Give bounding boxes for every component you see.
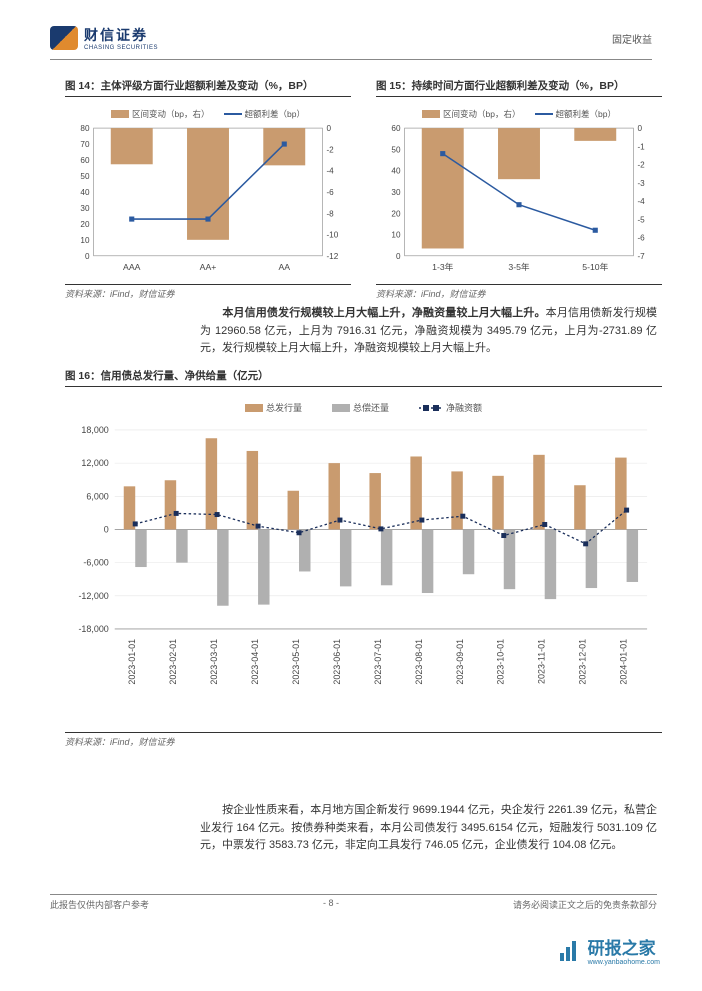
chart-15-title: 图 15：持续时间方面行业超额利差及变动（%，BP） <box>376 78 662 97</box>
svg-text:AAA: AAA <box>123 262 141 272</box>
svg-text:-5: -5 <box>637 215 645 224</box>
bar-icon <box>111 110 129 118</box>
svg-text:-1: -1 <box>637 142 645 151</box>
svg-text:2024-01-01: 2024-01-01 <box>619 639 629 685</box>
svg-text:18,000: 18,000 <box>81 425 108 435</box>
svg-text:2023-03-01: 2023-03-01 <box>209 639 219 685</box>
svg-text:1-3年: 1-3年 <box>432 261 454 272</box>
footer-page-number: - 8 - <box>323 898 339 911</box>
svg-text:50: 50 <box>391 145 401 154</box>
paragraph-1: 本月信用债发行规模较上月大幅上升，净融资量较上月大幅上升。本月信用债新发行规模为… <box>200 305 657 358</box>
svg-text:-10: -10 <box>326 231 338 240</box>
page-header: 财信证券 CHASING SECURITIES 固定收益 <box>50 25 652 60</box>
svg-text:-3: -3 <box>637 179 645 188</box>
chart-16-caption: 资料来源：iFind，财信证券 <box>65 732 662 748</box>
chart-14-svg: 0 10 20 30 40 50 60 70 80 -12 -10 -8 -6 -4 -2 0 AAA AA+ AA <box>65 123 351 276</box>
svg-text:-2: -2 <box>637 161 645 170</box>
dotted-line-icon <box>419 403 443 413</box>
paragraph-2: 按企业性质来看，本月地方国企新发行 9699.1944 亿元，央企发行 2261… <box>200 802 657 855</box>
footer-right: 请务必阅读正文之后的免责条款部分 <box>513 898 657 911</box>
svg-text:2023-11-01: 2023-11-01 <box>537 639 547 684</box>
svg-text:2023-12-01: 2023-12-01 <box>578 639 588 685</box>
chart-14: 图 14：主体评级方面行业超额利差及变动（%，BP） 区间变动（bp，右） 超额… <box>65 78 351 300</box>
svg-text:-8: -8 <box>326 209 334 218</box>
chart-16-title: 图 16：信用债总发行量、净供给量（亿元） <box>65 368 662 387</box>
svg-text:20: 20 <box>80 220 90 229</box>
svg-text:-4: -4 <box>637 197 645 206</box>
svg-text:-18,000: -18,000 <box>78 624 108 634</box>
chart-15: 图 15：持续时间方面行业超额利差及变动（%，BP） 区间变动（bp，右） 超额… <box>376 78 662 300</box>
svg-text:40: 40 <box>80 188 90 197</box>
svg-text:3-5年: 3-5年 <box>508 261 530 272</box>
svg-text:60: 60 <box>391 124 401 133</box>
svg-text:0: 0 <box>85 252 90 261</box>
chart-15-svg: 0 10 20 30 40 50 60 -7 -6 -5 -4 -3 -2 -1 0 1-3年 3-5年 5-10… <box>376 123 662 276</box>
header-category: 固定收益 <box>612 31 652 46</box>
svg-text:0: 0 <box>104 524 109 534</box>
svg-text:2023-05-01: 2023-05-01 <box>291 639 301 685</box>
logo-text-en: CHASING SECURITIES <box>84 45 158 51</box>
svg-text:2023-01-01: 2023-01-01 <box>127 639 137 685</box>
watermark-url: www.yanbaohome.com <box>588 959 660 966</box>
logo-block: 财信证券 CHASING SECURITIES <box>50 25 158 51</box>
chart-15-legend: 区间变动（bp，右） 超额利差（bp） <box>376 105 662 123</box>
svg-text:2023-02-01: 2023-02-01 <box>168 639 178 685</box>
svg-text:-6: -6 <box>326 188 334 197</box>
svg-text:10: 10 <box>80 236 90 245</box>
svg-text:50: 50 <box>80 172 90 181</box>
chart-15-caption: 资料来源：iFind，财信证券 <box>376 284 662 300</box>
svg-text:2023-10-01: 2023-10-01 <box>496 639 506 685</box>
svg-text:70: 70 <box>80 140 90 149</box>
watermark-label: 研报之家 <box>588 939 656 958</box>
watermark: 研报之家 www.yanbaohome.com <box>560 934 660 966</box>
svg-text:2023-08-01: 2023-08-01 <box>414 639 424 685</box>
bar-icon <box>245 404 263 412</box>
svg-text:-12: -12 <box>326 252 338 261</box>
svg-text:5-10年: 5-10年 <box>582 261 608 272</box>
footer-left: 此报告仅供内部客户参考 <box>50 898 149 911</box>
svg-text:-2: -2 <box>326 145 334 154</box>
svg-text:0: 0 <box>396 252 401 261</box>
svg-text:40: 40 <box>391 167 401 176</box>
svg-text:2023-07-01: 2023-07-01 <box>373 639 383 685</box>
svg-text:6,000: 6,000 <box>86 491 108 501</box>
chart-16: 图 16：信用债总发行量、净供给量（亿元） 总发行量 总偿还量 净融资额 -18… <box>65 368 662 748</box>
logo-text-cn: 财信证券 <box>84 25 158 45</box>
line-icon <box>535 113 553 115</box>
svg-text:2023-09-01: 2023-09-01 <box>455 639 465 685</box>
svg-text:AA: AA <box>278 262 290 272</box>
svg-text:60: 60 <box>80 156 90 165</box>
chart-14-legend: 区间变动（bp，右） 超额利差（bp） <box>65 105 351 123</box>
bar-chart-icon <box>560 939 582 961</box>
chart-16-svg: -18,000 -12,000 -6,000 0 6,000 12,000 18,000 20… <box>65 420 662 719</box>
svg-text:0: 0 <box>326 124 331 133</box>
svg-text:2023-06-01: 2023-06-01 <box>332 639 342 685</box>
svg-text:-6,000: -6,000 <box>83 558 108 568</box>
chart-16-legend: 总发行量 总偿还量 净融资额 <box>65 395 662 420</box>
svg-text:-7: -7 <box>637 252 645 261</box>
svg-text:80: 80 <box>80 124 90 133</box>
bar-icon <box>422 110 440 118</box>
svg-text:20: 20 <box>391 209 401 218</box>
svg-text:12,000: 12,000 <box>81 458 108 468</box>
svg-text:-12,000: -12,000 <box>78 591 108 601</box>
logo-icon <box>50 26 78 50</box>
svg-text:AA+: AA+ <box>200 262 217 272</box>
chart-14-caption: 资料来源：iFind，财信证券 <box>65 284 351 300</box>
svg-text:2023-04-01: 2023-04-01 <box>250 639 260 685</box>
line-icon <box>224 113 242 115</box>
bar-icon <box>332 404 350 412</box>
svg-text:-4: -4 <box>326 167 334 176</box>
svg-text:0: 0 <box>637 124 642 133</box>
svg-text:30: 30 <box>391 188 401 197</box>
chart-14-title: 图 14：主体评级方面行业超额利差及变动（%，BP） <box>65 78 351 97</box>
page-footer: 此报告仅供内部客户参考 - 8 - 请务必阅读正文之后的免责条款部分 <box>50 894 657 911</box>
svg-text:10: 10 <box>391 231 401 240</box>
svg-text:-6: -6 <box>637 234 645 243</box>
svg-text:30: 30 <box>80 204 90 213</box>
